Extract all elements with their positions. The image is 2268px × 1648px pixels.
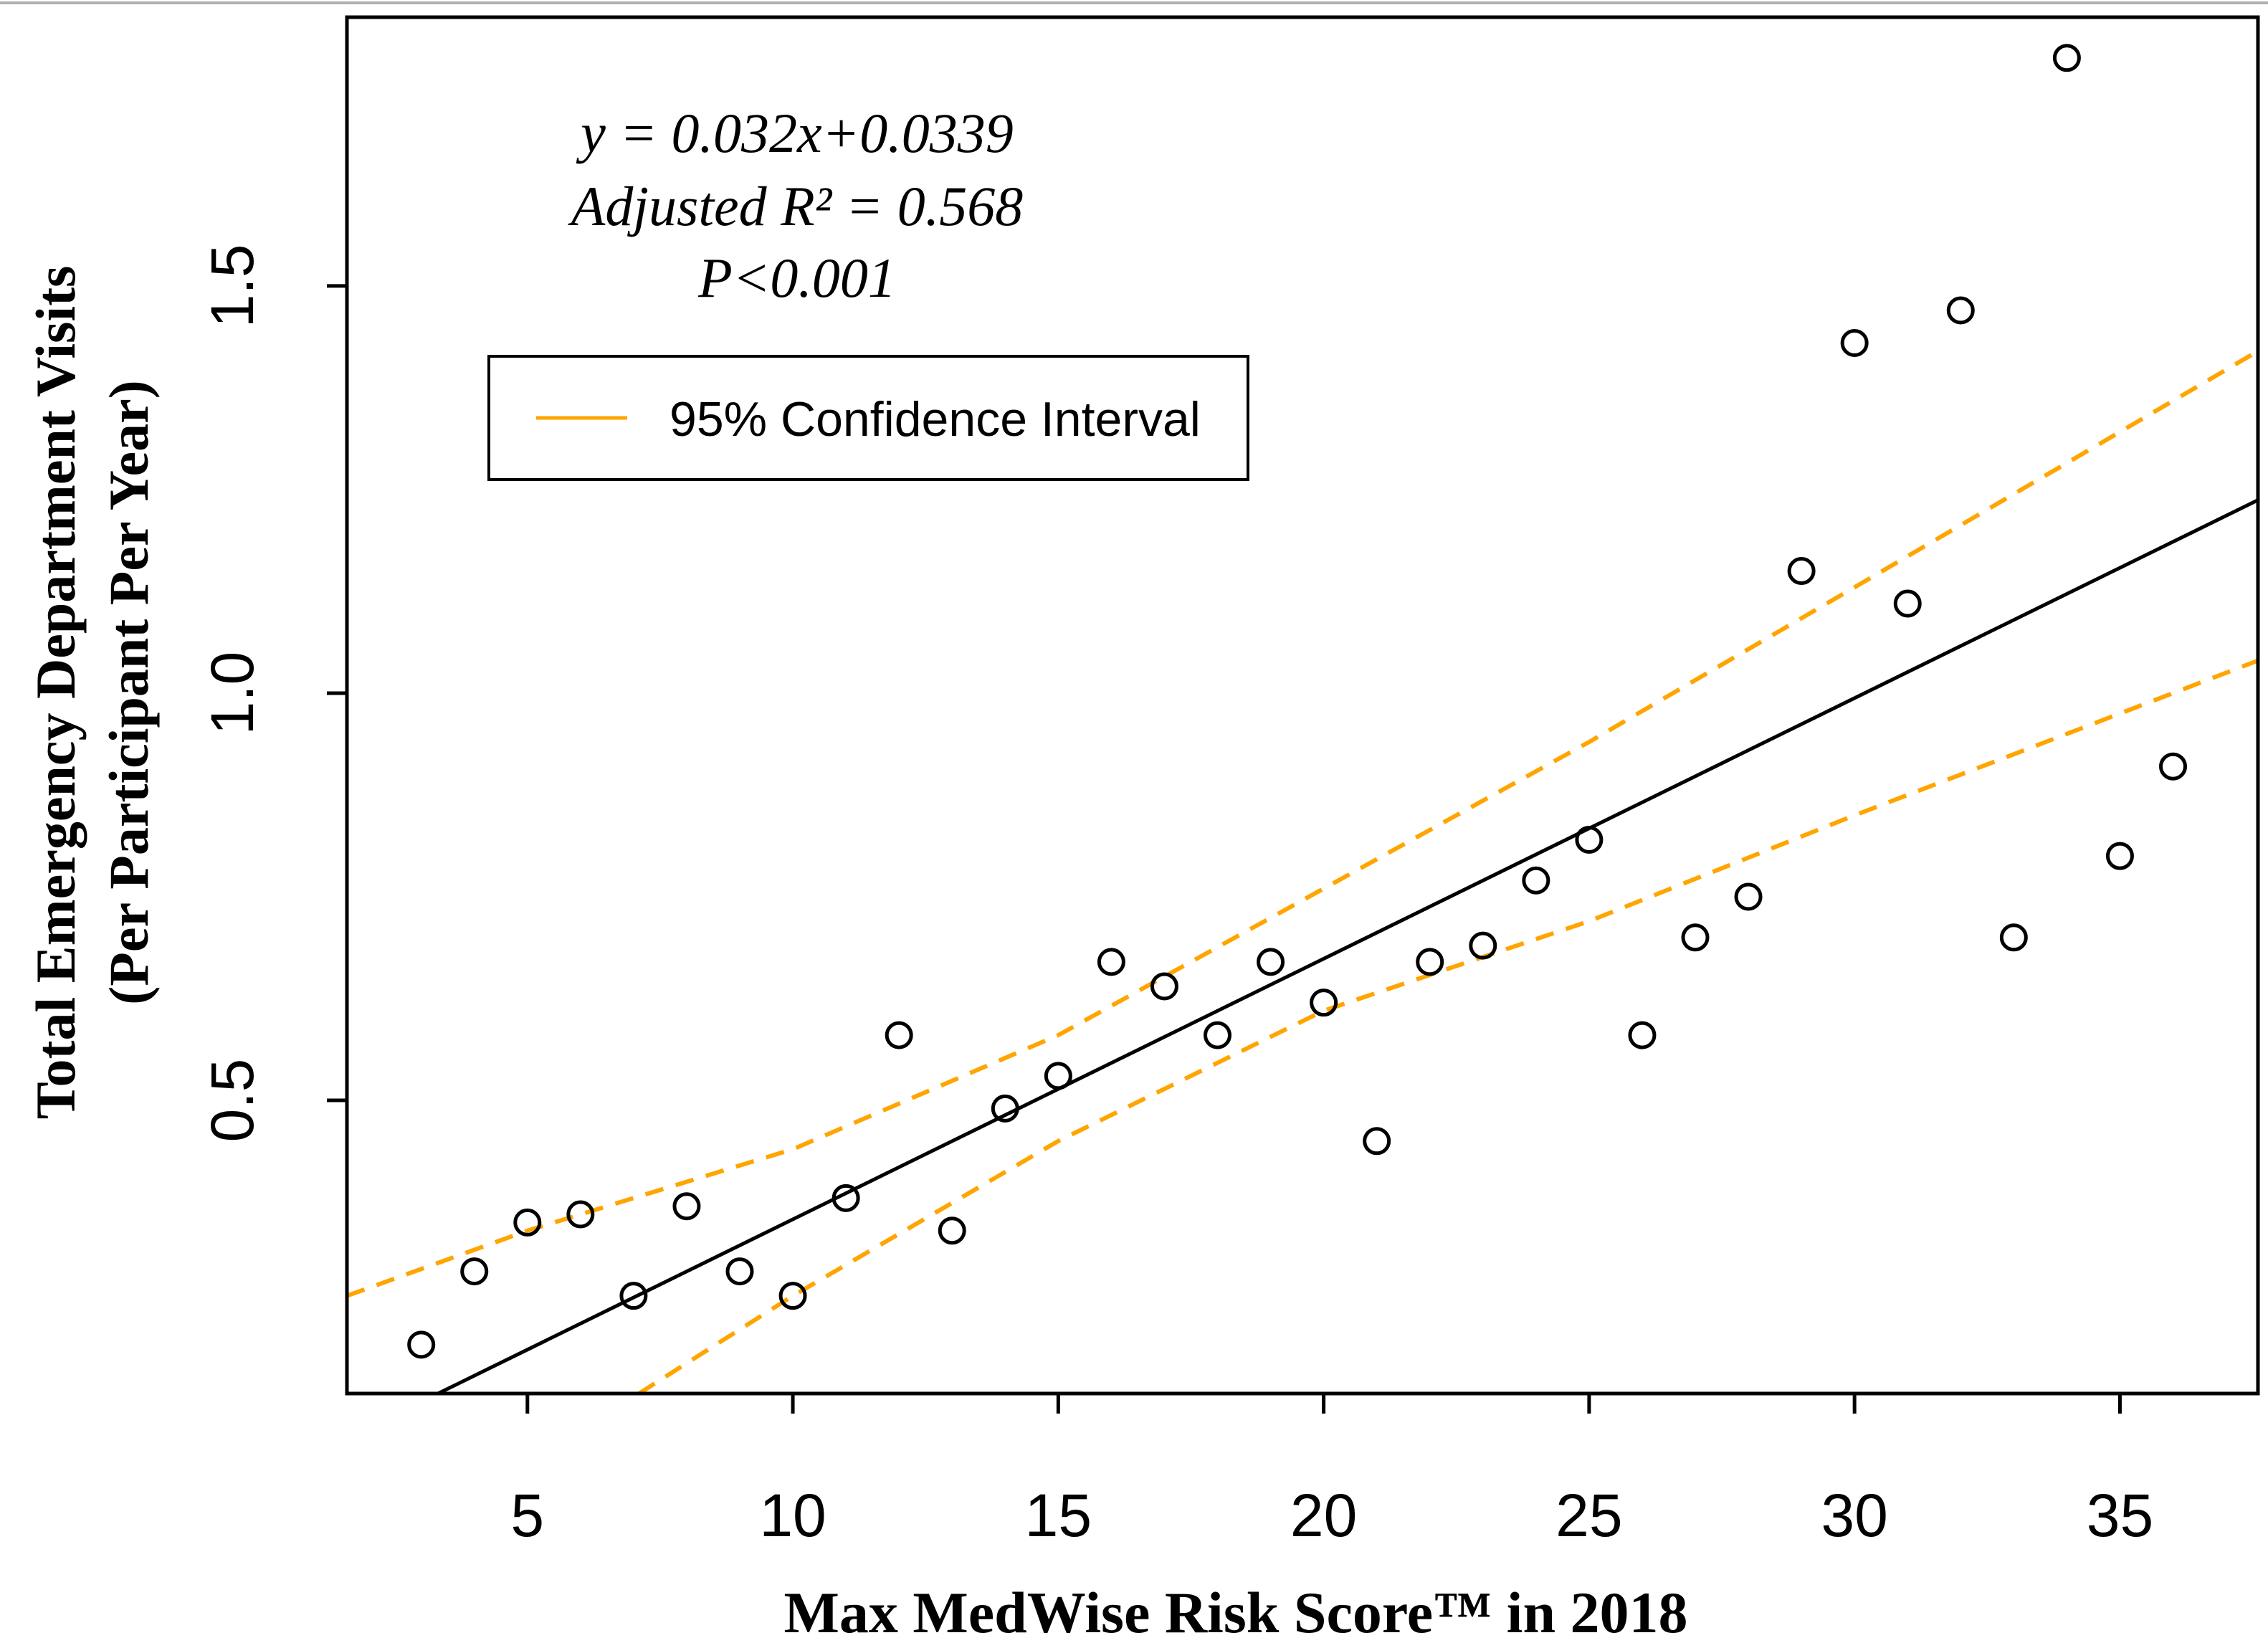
data-point [1999, 923, 2028, 952]
plot-frame [345, 15, 2260, 1396]
data-point [1257, 948, 1285, 976]
data-point [1363, 1127, 1391, 1156]
data-point [1097, 948, 1125, 976]
data-point [778, 1282, 807, 1310]
data-point [885, 1021, 913, 1049]
legend: 95% Confidence Interval [487, 355, 1249, 481]
data-points [407, 44, 2188, 1359]
x-axis-title: Max MedWise Risk Score™ in 2018 [783, 1580, 1687, 1645]
data-point [725, 1257, 754, 1286]
data-point [407, 1330, 436, 1359]
data-point [1575, 825, 1604, 854]
y-axis-title-line1: Total Emergency Department Visits [24, 266, 87, 1120]
data-point [991, 1094, 1019, 1123]
data-point [1787, 557, 1816, 586]
data-point [1522, 866, 1550, 895]
data-point [1150, 972, 1178, 1001]
x-tick-label: 25 [1555, 1482, 1622, 1549]
y-axis-ticks: 0.5 1.0 1.5 [199, 244, 347, 1143]
x-axis-ticks: 5 10 15 20 25 30 35 [510, 1394, 2153, 1549]
y-tick-label: 1.0 [199, 652, 266, 735]
data-point [1204, 1021, 1232, 1049]
data-point [1734, 882, 1763, 911]
y-tick-label: 0.5 [199, 1059, 266, 1143]
data-point [2159, 752, 2188, 781]
data-point [832, 1183, 860, 1212]
data-point [460, 1257, 489, 1286]
regression-line-group [434, 498, 2258, 1394]
data-point [1044, 1062, 1072, 1090]
r-squared-text: Adjusted R² = 0.568 [568, 175, 1024, 237]
data-point [1628, 1021, 1657, 1049]
data-point [1469, 931, 1497, 960]
data-point [619, 1282, 648, 1310]
x-tick-label: 30 [1821, 1482, 1887, 1549]
legend-label: 95% Confidence Interval [670, 392, 1201, 447]
x-tick-label: 15 [1025, 1482, 1092, 1549]
regression-line [434, 498, 2258, 1394]
equation-text: y = 0.032x+0.0339 [576, 102, 1014, 164]
data-point [2105, 842, 2134, 870]
data-point [938, 1216, 966, 1245]
data-point [1840, 328, 1869, 357]
confidence-interval-lines [347, 349, 2258, 1394]
x-tick-label: 20 [1290, 1482, 1357, 1549]
data-point [1681, 923, 1710, 952]
data-point [513, 1208, 542, 1237]
p-value-text: P<0.001 [697, 247, 896, 309]
data-point [566, 1200, 595, 1229]
data-point [1416, 948, 1444, 976]
y-axis-title-line2: (Per Participant Per Year) [97, 380, 160, 1004]
x-tick-label: 10 [759, 1482, 826, 1549]
data-point [1946, 296, 1975, 325]
y-tick-label: 1.5 [199, 244, 266, 328]
data-point [672, 1192, 701, 1221]
data-point [1310, 989, 1338, 1017]
x-tick-label: 5 [510, 1482, 544, 1549]
data-point [1893, 589, 1922, 618]
data-point [2052, 44, 2081, 72]
ci-upper-line [347, 349, 2258, 1298]
x-tick-label: 35 [2087, 1482, 2153, 1549]
